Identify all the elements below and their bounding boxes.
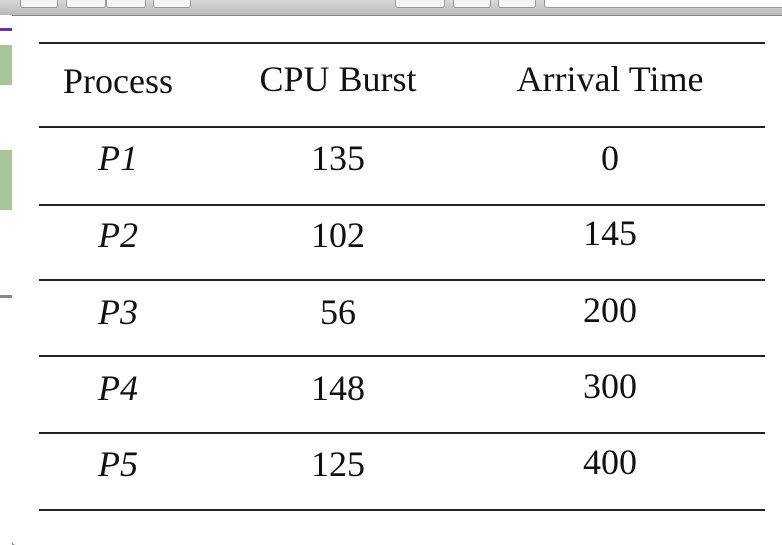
row-1-process: P1 (98, 138, 138, 178)
row-5-burst: 125 (311, 444, 365, 484)
header-arrival-time: Arrival Time (516, 59, 704, 99)
row-2-burst: 102 (311, 215, 365, 255)
sidebar-toggle-button[interactable] (20, 0, 58, 8)
row-rule (39, 279, 765, 281)
search-input[interactable] (544, 0, 782, 8)
row-4-process: P4 (98, 368, 138, 408)
zoom-out-button[interactable] (66, 0, 106, 8)
viewer-toolbar (0, 0, 782, 16)
row-rule (39, 204, 765, 206)
row-5-process: P5 (98, 444, 138, 484)
header-rule (39, 126, 765, 128)
row-2-process: P2 (98, 215, 138, 255)
markup-button[interactable] (395, 0, 445, 8)
row-3-process: P3 (98, 292, 138, 332)
info-button[interactable] (498, 0, 536, 8)
row-4-arrival: 300 (583, 366, 637, 406)
background-window-strip (0, 15, 12, 545)
row-1-arrival: 0 (601, 138, 619, 178)
zoom-in-button[interactable] (106, 0, 146, 8)
row-5-arrival: 400 (583, 442, 637, 482)
row-1-burst: 135 (311, 138, 365, 178)
image-viewer-window: Process CPU Burst Arrival Time P1 135 0 … (12, 16, 782, 545)
row-3-arrival: 200 (583, 290, 637, 330)
table-top-rule (39, 42, 765, 44)
share-button[interactable] (153, 0, 191, 8)
header-process: Process (63, 61, 173, 101)
rotate-button[interactable] (453, 0, 491, 8)
row-3-burst: 56 (320, 292, 356, 332)
row-2-arrival: 145 (583, 213, 637, 253)
header-cpu-burst: CPU Burst (259, 59, 417, 99)
table-bottom-rule (39, 509, 765, 511)
row-rule (39, 432, 765, 434)
row-4-burst: 148 (311, 368, 365, 408)
row-rule (39, 355, 765, 357)
